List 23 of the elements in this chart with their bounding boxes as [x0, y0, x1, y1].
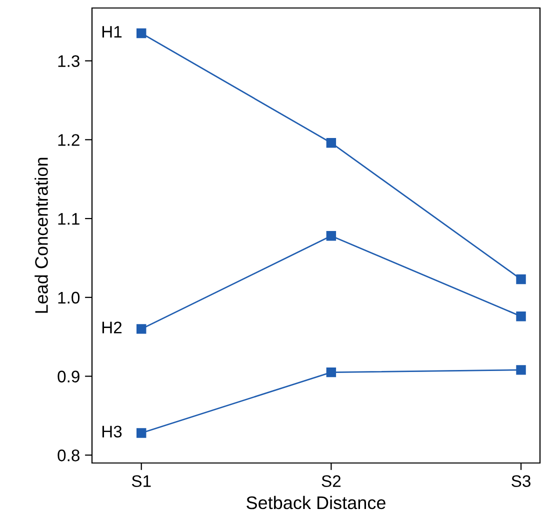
x-tick-label: S1	[132, 475, 151, 488]
y-tick-label: 0.9	[58, 370, 80, 382]
y-axis-title: Lead Concentration	[34, 158, 48, 313]
point	[516, 311, 526, 322]
x-tick-label: S2	[322, 475, 341, 488]
series-label: H3	[102, 426, 122, 438]
y-tick-label: 1.1	[58, 213, 80, 225]
point	[326, 138, 336, 148]
point	[136, 428, 146, 438]
x-axis-title: Setback Distance	[246, 496, 386, 510]
y-tick-label: 1.3	[58, 55, 80, 68]
x-tick-label: S3	[512, 475, 530, 488]
point	[516, 274, 526, 284]
point	[136, 28, 146, 38]
point	[326, 231, 336, 241]
y-tick-label: 1.2	[58, 134, 80, 146]
point	[326, 367, 336, 378]
point	[516, 365, 526, 375]
series-label: H2	[102, 322, 122, 334]
series-label: H1	[102, 26, 122, 38]
point	[136, 324, 146, 334]
y-tick-label: 0.8	[58, 450, 80, 462]
y-tick-label: 1.0	[58, 292, 80, 304]
